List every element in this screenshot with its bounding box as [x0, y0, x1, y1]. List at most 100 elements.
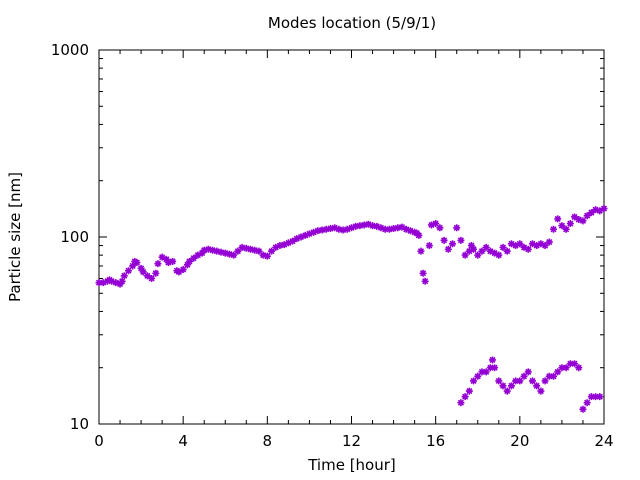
data-point	[558, 222, 566, 230]
data-point	[124, 267, 132, 275]
data-point	[213, 247, 221, 255]
data-point	[99, 279, 107, 287]
data-point	[461, 251, 469, 259]
chart-title: Modes location (5/9/1)	[268, 14, 436, 32]
data-point	[550, 372, 557, 380]
data-point	[133, 259, 141, 267]
data-point	[541, 242, 549, 250]
data-point	[571, 360, 579, 368]
y-tick-label: 10	[70, 415, 89, 433]
data-point	[457, 236, 465, 244]
data-point	[470, 245, 478, 253]
data-point	[158, 253, 166, 261]
data-point	[512, 242, 520, 250]
data-point	[520, 243, 528, 251]
data-point	[533, 242, 541, 250]
data-point	[314, 227, 322, 235]
data-point	[566, 220, 574, 228]
x-tick-label: 0	[94, 432, 104, 450]
data-point	[162, 255, 170, 263]
data-point	[491, 249, 499, 257]
data-point	[554, 368, 562, 376]
data-point	[467, 242, 475, 250]
data-point	[558, 364, 566, 372]
data-point	[486, 247, 494, 255]
data-point	[537, 240, 545, 248]
data-point	[289, 237, 297, 245]
data-point	[95, 279, 103, 287]
data-point	[432, 220, 440, 228]
data-point	[251, 246, 259, 254]
data-point	[512, 377, 520, 385]
data-point	[444, 245, 452, 253]
data-point	[217, 248, 225, 256]
data-point	[164, 259, 172, 267]
data-point	[503, 387, 511, 395]
data-point	[112, 279, 120, 287]
data-point	[596, 393, 604, 401]
plot-area	[98, 49, 605, 425]
data-point	[470, 377, 478, 385]
data-point	[474, 251, 482, 259]
data-point	[491, 364, 499, 372]
data-point	[200, 246, 208, 254]
data-point	[331, 224, 339, 232]
data-point	[503, 247, 511, 255]
data-point	[381, 225, 389, 233]
data-point	[541, 377, 549, 385]
data-point	[247, 245, 254, 253]
data-point	[562, 225, 570, 233]
data-point	[318, 226, 326, 234]
data-point	[465, 247, 473, 255]
data-point	[516, 240, 524, 248]
data-point	[169, 257, 177, 265]
data-point	[478, 368, 486, 376]
data-point	[108, 277, 116, 285]
data-point	[198, 249, 206, 257]
data-point	[600, 205, 608, 213]
data-point	[566, 360, 574, 368]
data-point	[129, 262, 137, 270]
data-point	[268, 247, 276, 255]
data-point	[209, 246, 217, 254]
data-point	[179, 266, 187, 274]
data-point	[152, 269, 160, 277]
data-point	[537, 387, 545, 395]
data-point	[280, 241, 288, 249]
x-tick-label: 16	[426, 432, 445, 450]
data-point	[421, 277, 429, 285]
data-point	[419, 269, 427, 277]
data-point	[377, 224, 385, 232]
data-point	[596, 207, 604, 215]
data-point	[507, 240, 515, 248]
data-point	[148, 274, 156, 282]
data-point	[373, 222, 381, 230]
data-point	[587, 393, 595, 401]
data-point	[305, 230, 313, 238]
data-point	[571, 213, 579, 221]
data-point	[482, 368, 490, 376]
data-point	[436, 224, 444, 232]
data-point	[575, 216, 583, 224]
data-point	[457, 399, 465, 407]
axis-ticks	[98, 49, 605, 425]
data-point	[440, 236, 448, 244]
data-point	[276, 242, 284, 250]
x-tick-label: 12	[342, 432, 361, 450]
data-point	[533, 382, 541, 390]
data-point	[583, 212, 591, 220]
data-point	[587, 209, 595, 217]
data-point	[524, 245, 532, 253]
data-point	[545, 372, 553, 380]
data-point	[183, 261, 191, 269]
data-point	[242, 244, 250, 252]
data-point	[592, 393, 600, 401]
data-point	[297, 233, 305, 241]
data-point	[488, 356, 496, 364]
data-point	[579, 217, 587, 225]
data-point	[482, 243, 490, 251]
data-point	[238, 243, 246, 251]
data-point	[234, 247, 242, 255]
data-point	[495, 251, 503, 259]
